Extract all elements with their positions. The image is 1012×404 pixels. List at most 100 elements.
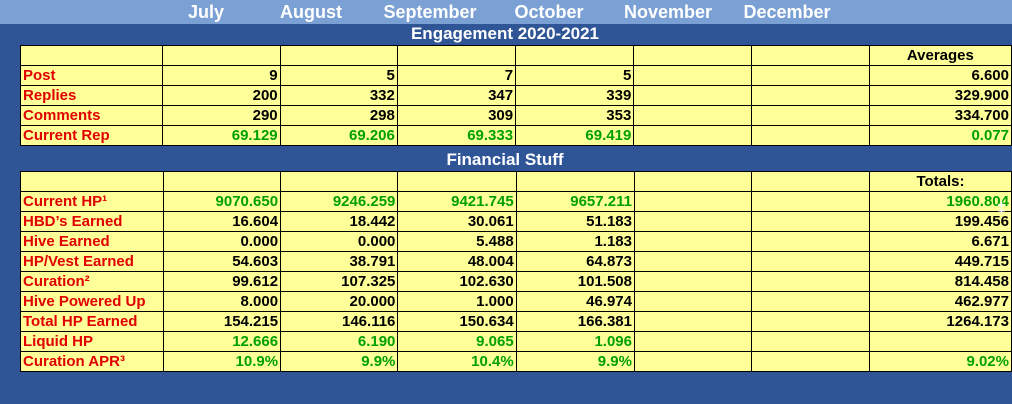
table-row: HBD’s Earned 16.604 18.442 30.061 51.183 199.…: [20, 211, 1012, 232]
value-cell: 5: [515, 65, 635, 86]
summary-cell: 0.077: [868, 125, 1012, 146]
empty-cell: [751, 171, 870, 192]
value-cell: 99.612: [162, 271, 282, 292]
months-header-bar: July August September October November Decemb…: [0, 0, 1012, 24]
value-cell: 298: [279, 105, 398, 126]
value-cell: [633, 291, 753, 312]
value-cell: 332: [279, 85, 398, 106]
table-header-row: Totals:: [20, 171, 1012, 192]
value-cell: 150.634: [397, 311, 517, 332]
summary-cell: 6.671: [868, 231, 1012, 252]
table-row: Current Rep 69.129 69.206 69.333 69.419 0.077: [19, 125, 1012, 146]
value-cell: 1.183: [515, 231, 636, 252]
value-cell: [633, 211, 753, 232]
row-label: Curation APR³: [20, 351, 164, 372]
value-cell: [751, 351, 870, 372]
value-cell: 9.9%: [515, 351, 636, 372]
value-cell: 309: [396, 105, 517, 126]
month-label: July: [187, 2, 225, 22]
engagement-table: Averages Post 9 5 7 5 6.600 Replies 200 332 347 339…: [19, 45, 1012, 146]
table-row: Curation² 99.612 107.325 102.630 101.508 814.…: [20, 271, 1012, 292]
value-cell: [633, 271, 753, 292]
value-cell: [633, 251, 753, 272]
value-cell: [751, 231, 870, 252]
value-cell: 12.666: [162, 331, 282, 352]
value-cell: 107.325: [280, 271, 399, 292]
value-cell: 54.603: [162, 251, 282, 272]
value-cell: 339: [515, 85, 635, 106]
summary-cell: 199.456: [868, 211, 1012, 232]
table-row: Hive Earned 0.000 0.000 5.488 1.183 6.671: [20, 231, 1012, 252]
table-row: Hive Powered Up 8.000 20.000 1.000 46.974 462…: [20, 291, 1012, 312]
empty-cell: [280, 171, 399, 192]
value-cell: 9421.745: [397, 191, 517, 212]
column-header: Totals:: [868, 171, 1012, 192]
empty-cell: [162, 45, 281, 66]
value-cell: 48.004: [397, 251, 517, 272]
row-label: Liquid HP: [20, 331, 164, 352]
value-cell: 69.333: [396, 125, 517, 146]
value-cell: [751, 85, 870, 106]
empty-cell: [751, 45, 870, 66]
table-row: Current HP¹ 9070.650 9246.259 9421.745 9657.…: [20, 191, 1012, 212]
row-label: Replies: [19, 85, 164, 106]
value-cell: [633, 331, 753, 352]
value-cell: 38.791: [280, 251, 399, 272]
row-label: Current Rep: [19, 125, 164, 146]
financial-table: Totals: Current HP¹ 9070.650 9246.259 9421.7…: [20, 171, 1012, 372]
summary-cell: 814.458: [868, 271, 1012, 292]
value-cell: 0.000: [162, 231, 282, 252]
table-row: Comments 290 298 309 353 334.700: [19, 105, 1012, 126]
empty-cell: [633, 45, 753, 66]
value-cell: 5.488: [397, 231, 517, 252]
summary-cell: 1264.173: [868, 311, 1012, 332]
value-cell: 9070.650: [162, 191, 282, 212]
value-cell: 46.974: [515, 291, 636, 312]
summary-cell: 334.700: [868, 105, 1012, 126]
value-cell: [633, 231, 753, 252]
value-cell: 9657.211: [515, 191, 636, 212]
month-label: September: [383, 2, 477, 22]
value-cell: [633, 125, 753, 146]
row-label: Hive Powered Up: [20, 291, 164, 312]
month-label: October: [514, 2, 584, 22]
month-label: November: [623, 2, 713, 22]
value-cell: [633, 65, 753, 86]
value-cell: 154.215: [162, 311, 282, 332]
value-cell: 51.183: [515, 211, 636, 232]
empty-cell: [633, 171, 753, 192]
table-row: Liquid HP 12.666 6.190 9.065 1.096: [20, 331, 1012, 352]
value-cell: [633, 105, 753, 126]
value-cell: 5: [279, 65, 398, 86]
value-cell: [751, 271, 870, 292]
value-cell: 69.129: [162, 125, 281, 146]
row-label: Current HP¹: [20, 191, 164, 212]
value-cell: 10.9%: [162, 351, 282, 372]
value-cell: 7: [396, 65, 517, 86]
month-label: December: [743, 2, 831, 22]
empty-cell: [515, 45, 635, 66]
value-cell: [633, 351, 753, 372]
empty-cell: [19, 45, 164, 66]
table-row: Curation APR³ 10.9% 9.9% 10.4% 9.9% 9.02%: [20, 351, 1012, 372]
empty-cell: [396, 45, 517, 66]
row-label: HP/Vest Earned: [20, 251, 164, 272]
value-cell: [751, 105, 870, 126]
value-cell: 290: [162, 105, 281, 126]
summary-cell: 449.715: [868, 251, 1012, 272]
value-cell: 0.000: [280, 231, 399, 252]
value-cell: [751, 251, 870, 272]
row-label: HBD’s Earned: [20, 211, 164, 232]
value-cell: [751, 331, 870, 352]
summary-cell: 462.977: [868, 291, 1012, 312]
value-cell: 101.508: [515, 271, 636, 292]
value-cell: 16.604: [162, 211, 282, 232]
value-cell: 20.000: [280, 291, 399, 312]
value-cell: [751, 125, 870, 146]
value-cell: 9.065: [397, 331, 517, 352]
summary-cell: 329.900: [868, 85, 1012, 106]
value-cell: 10.4%: [397, 351, 517, 372]
empty-cell: [279, 45, 398, 66]
column-header: Averages: [868, 45, 1012, 66]
value-cell: [633, 85, 753, 106]
